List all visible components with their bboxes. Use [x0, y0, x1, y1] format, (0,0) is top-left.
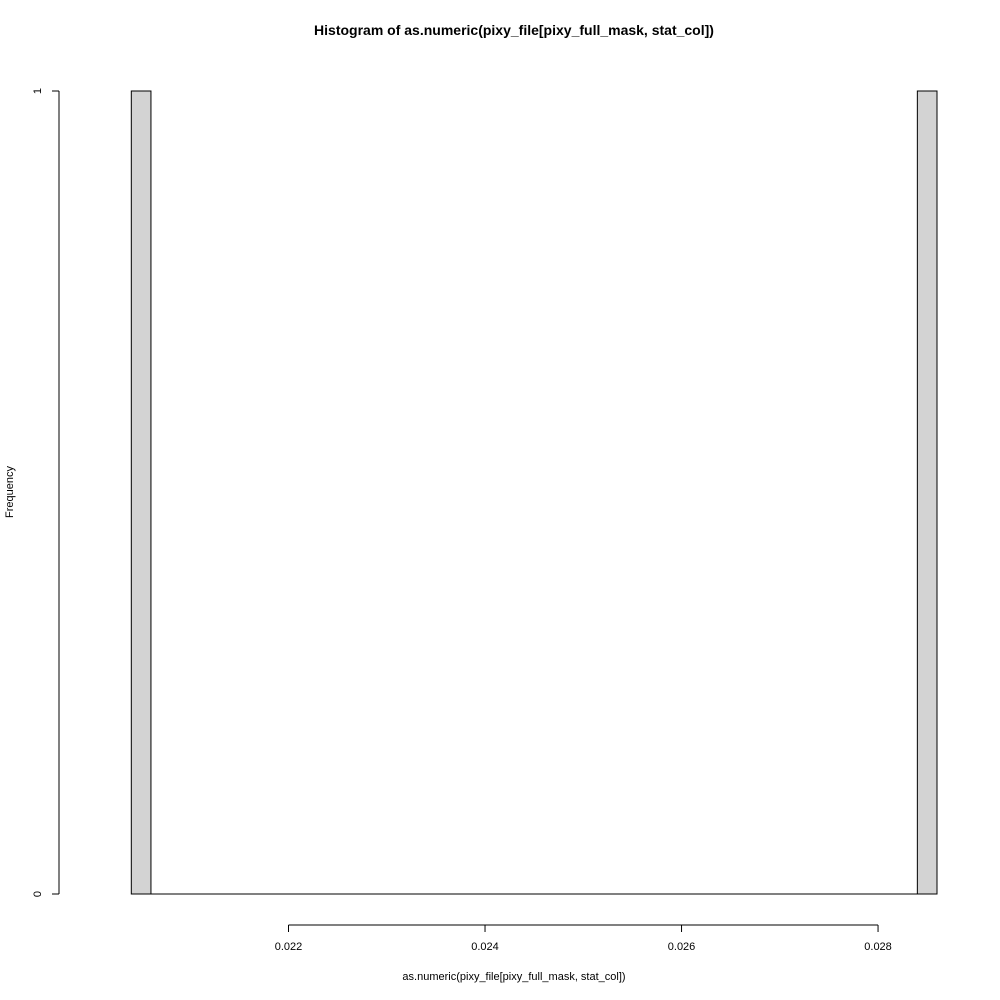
histogram-bar-1: [916, 90, 938, 895]
y-axis-label: Frequency: [4, 466, 16, 518]
x-axis-label: as.numeric(pixy_file[pixy_full_mask, sta…: [402, 971, 625, 983]
y-axis: 01: [32, 88, 60, 897]
x-tick-label-1: 0.024: [471, 941, 499, 953]
x-tick-label-2: 0.026: [668, 941, 696, 953]
y-tick-label-0: 0: [32, 891, 44, 897]
histogram-bar-0: [130, 90, 152, 895]
y-tick-label-1: 1: [32, 88, 44, 94]
chart-title: Histogram of as.numeric(pixy_file[pixy_f…: [314, 22, 714, 38]
bars-layer: [130, 90, 938, 895]
x-axis: 0.022 0.024 0.026 0.028: [275, 924, 892, 953]
x-tick-label-0: 0.022: [275, 941, 303, 953]
x-tick-label-3: 0.028: [864, 941, 892, 953]
